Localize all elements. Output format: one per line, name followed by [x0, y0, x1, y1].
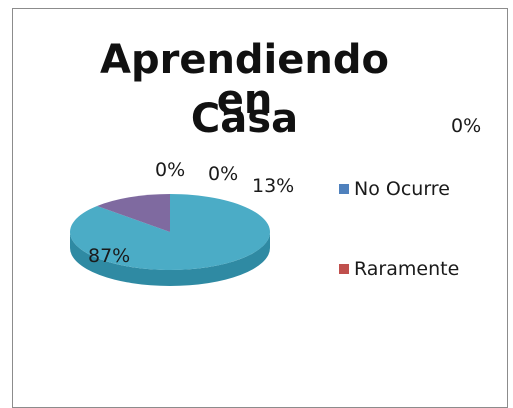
- pie-chart: 87% 13% 0% 0% 0% No Ocurre Raramente: [69, 115, 481, 286]
- data-label-4: 0%: [451, 115, 481, 137]
- data-label-1: 13%: [252, 175, 294, 197]
- legend-swatch-no-ocurre: [339, 184, 349, 194]
- legend-swatch-raramente: [339, 264, 349, 274]
- chart-title-line-2: Casa: [190, 96, 299, 142]
- chart-title-line-1: Aprendiendo en: [100, 37, 389, 123]
- legend-label-raramente: Raramente: [354, 258, 459, 280]
- pie-slice-raramente: [97, 194, 170, 232]
- data-label-2: 0%: [155, 159, 185, 181]
- pie-slice-side-no-ocurre: [70, 232, 270, 286]
- legend-label-no-ocurre: No Ocurre: [354, 178, 450, 200]
- pie-slice-no-ocurre: [69, 194, 270, 271]
- data-label-3: 0%: [208, 163, 238, 185]
- data-label-0: 87%: [88, 245, 130, 267]
